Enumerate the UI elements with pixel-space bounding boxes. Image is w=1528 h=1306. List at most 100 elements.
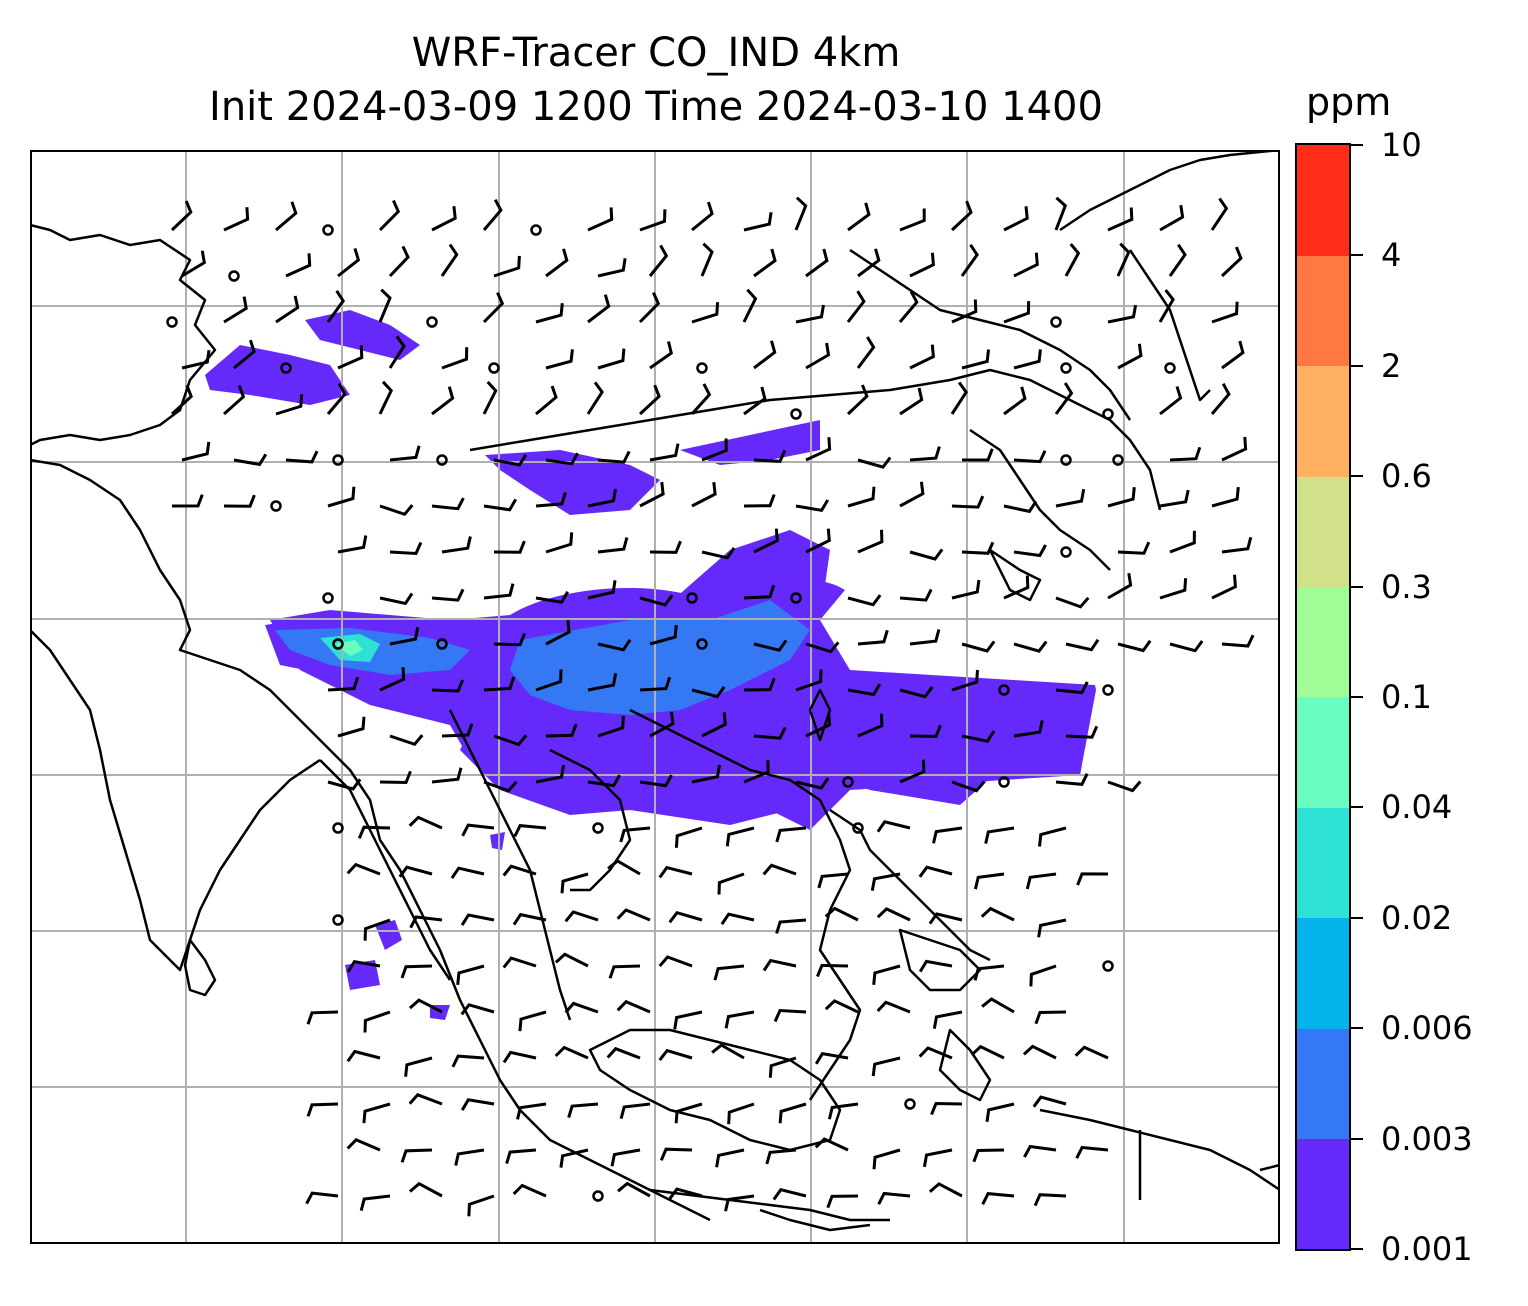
calm-wind-marker — [1102, 408, 1114, 420]
colorbar-tick — [1351, 144, 1363, 146]
wind-barb — [743, 760, 770, 784]
wind-barb — [597, 537, 629, 554]
wind-barb — [772, 1187, 807, 1201]
wind-barb — [711, 1043, 745, 1060]
wind-barb — [1169, 446, 1202, 462]
wind-barb — [638, 291, 661, 324]
colorbar-tick-label: 0.006 — [1381, 1009, 1473, 1048]
wind-barb — [691, 302, 720, 324]
wind-barb — [326, 289, 346, 323]
wind-barb — [973, 964, 1005, 981]
wind-barb — [816, 963, 849, 978]
wind-barb — [587, 294, 611, 324]
wind-barb — [1075, 1145, 1109, 1159]
wind-barb — [847, 683, 882, 697]
wind-barb — [857, 248, 881, 278]
wind-barb — [483, 583, 515, 600]
calm-wind-marker — [686, 592, 698, 604]
calm-wind-marker — [1060, 546, 1072, 558]
wind-barb — [363, 1010, 391, 1033]
colorbar-tick-label: 4 — [1381, 236, 1402, 275]
wind-barb — [817, 872, 849, 889]
wind-barb — [1116, 242, 1131, 277]
wind-barb — [778, 1102, 807, 1124]
wind-barb — [597, 348, 626, 370]
wind-barb — [606, 1046, 641, 1060]
wind-barb — [1003, 386, 1027, 416]
wind-barb — [512, 912, 547, 926]
map-border — [30, 150, 1280, 1244]
wind-barb — [409, 1181, 443, 1198]
wind-barb — [805, 528, 831, 554]
colorbar-tick-label: 0.3 — [1381, 567, 1432, 606]
wind-barb — [337, 716, 366, 738]
wind-barb — [847, 202, 871, 232]
wind-barb — [639, 774, 673, 788]
colorbar-segment — [1297, 1138, 1349, 1250]
wind-barb — [1034, 1010, 1067, 1025]
wind-barb — [674, 826, 703, 848]
wind-barb — [223, 494, 256, 508]
wind-barb — [639, 481, 665, 508]
wind-barb — [467, 1194, 495, 1217]
wind-barb — [805, 248, 829, 278]
wind-barb — [610, 1148, 641, 1167]
colorbar-units: ppm — [1306, 80, 1392, 124]
calm-wind-marker — [1112, 454, 1124, 466]
wind-barb — [460, 1098, 495, 1111]
wind-barb — [649, 540, 682, 554]
wind-barb — [899, 208, 926, 232]
wind-barb — [346, 1138, 381, 1152]
wind-barb — [961, 541, 995, 555]
wind-barb — [1211, 301, 1239, 324]
wind-barb — [659, 1147, 693, 1161]
plume-south-china-band — [430, 530, 1095, 830]
coastlines-and-borders — [30, 150, 1280, 1232]
calm-wind-marker — [790, 592, 802, 604]
colorbar-tick — [1351, 364, 1363, 367]
wind-barb — [909, 252, 935, 278]
calm-wind-marker — [1050, 316, 1062, 328]
wind-barb — [440, 243, 459, 277]
wind-barb — [545, 349, 574, 370]
wind-barb — [768, 1056, 797, 1078]
wind-barb — [639, 676, 672, 692]
wind-barb — [535, 491, 567, 508]
wind-barb — [980, 906, 1015, 922]
wind-barb — [753, 726, 787, 740]
wind-barb — [951, 669, 979, 692]
wind-barb — [638, 384, 661, 416]
calm-wind-marker — [592, 1190, 604, 1202]
wind-barb — [560, 872, 589, 894]
wind-barb — [1054, 382, 1074, 415]
wind-barb — [649, 341, 673, 370]
wind-barb — [587, 488, 617, 508]
wind-barb — [847, 486, 876, 508]
wind-barb — [691, 481, 717, 508]
wind-barb — [1221, 340, 1245, 370]
wind-barb — [586, 381, 604, 415]
wind-barb — [275, 201, 298, 232]
map-panel[interactable] — [30, 150, 1280, 1244]
wind-barb — [1076, 872, 1109, 886]
wind-barb — [899, 759, 926, 784]
wind-barb — [876, 820, 911, 833]
wind-barb — [1013, 544, 1047, 558]
wind-barb — [898, 290, 919, 323]
wind-barb — [431, 386, 455, 416]
wind-barb — [357, 825, 391, 839]
wind-barb — [727, 1102, 755, 1125]
plume-small-1 — [375, 920, 402, 950]
wind-barb — [400, 1148, 433, 1163]
wind-barb — [961, 640, 996, 653]
calm-wind-marker — [332, 638, 344, 650]
wind-barb — [742, 288, 758, 323]
wind-barb — [981, 997, 1015, 1014]
wind-barb — [306, 1010, 339, 1025]
wind-barb — [877, 1191, 911, 1205]
wind-barb — [493, 734, 528, 747]
wind-barb — [648, 244, 669, 277]
wind-barb — [930, 1101, 963, 1116]
wind-barb — [715, 1148, 745, 1168]
wind-barb — [408, 998, 443, 1014]
